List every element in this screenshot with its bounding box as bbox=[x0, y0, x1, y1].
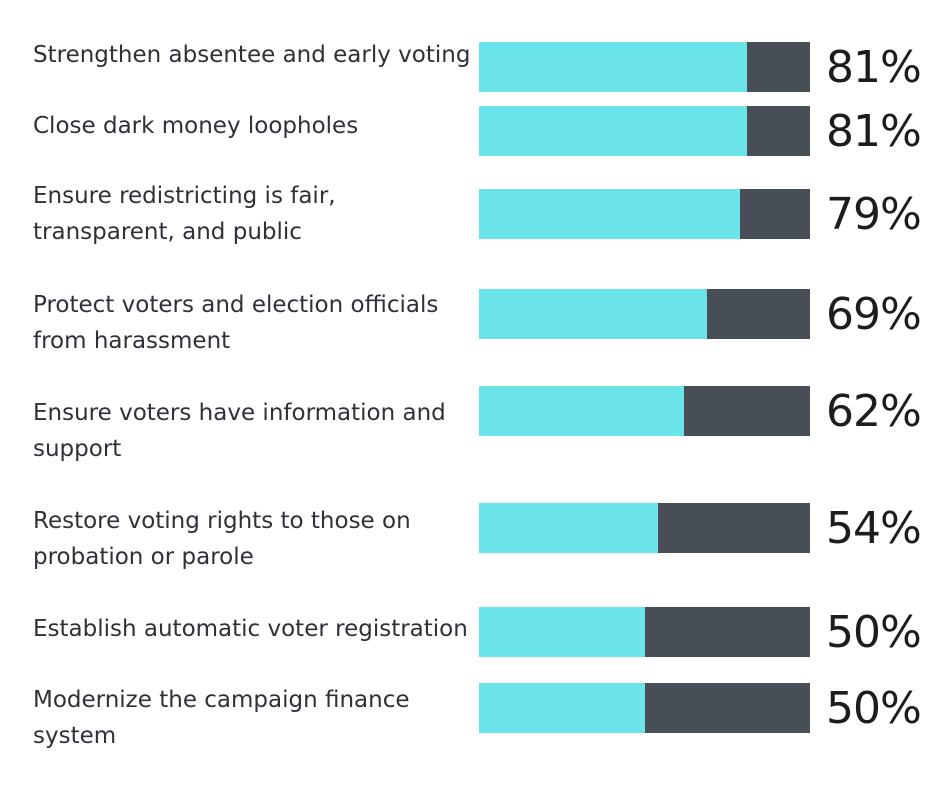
bar-remainder bbox=[479, 106, 810, 156]
bar-fill bbox=[479, 503, 658, 553]
bar-fill bbox=[479, 683, 645, 733]
bar-remainder bbox=[479, 189, 810, 239]
bar-remainder bbox=[479, 607, 810, 657]
bar-remainder bbox=[479, 42, 810, 92]
bar-fill bbox=[479, 386, 684, 436]
bar-fill bbox=[479, 189, 740, 239]
bar-remainder bbox=[479, 503, 810, 553]
value-label: 50% bbox=[826, 607, 922, 658]
value-label: 50% bbox=[826, 683, 922, 734]
bar-fill bbox=[479, 42, 747, 92]
category-label: Establish automatic voter registration bbox=[33, 616, 468, 642]
category-label: Close dark money loopholes bbox=[33, 113, 359, 139]
bar-remainder bbox=[479, 683, 810, 733]
bar-fill bbox=[479, 106, 747, 156]
value-label: 79% bbox=[826, 189, 922, 240]
category-label: Ensure voters have information and suppo… bbox=[33, 400, 446, 462]
bar-fill bbox=[479, 289, 707, 339]
bar-remainder bbox=[479, 289, 810, 339]
value-label: 54% bbox=[826, 503, 922, 554]
value-label: 81% bbox=[826, 42, 922, 93]
category-label: Strengthen absentee and early voting bbox=[33, 42, 471, 68]
category-label: Restore voting rights to those on probat… bbox=[33, 508, 411, 570]
value-label: 81% bbox=[826, 106, 922, 157]
bar-remainder bbox=[479, 386, 810, 436]
bar-fill bbox=[479, 607, 645, 657]
category-label: Modernize the campaign finance system bbox=[33, 687, 410, 749]
value-label: 62% bbox=[826, 386, 922, 437]
value-label: 69% bbox=[826, 289, 922, 340]
category-label: Ensure redistricting is fair, transparen… bbox=[33, 183, 336, 245]
category-label: Protect voters and election officials fr… bbox=[33, 292, 439, 354]
